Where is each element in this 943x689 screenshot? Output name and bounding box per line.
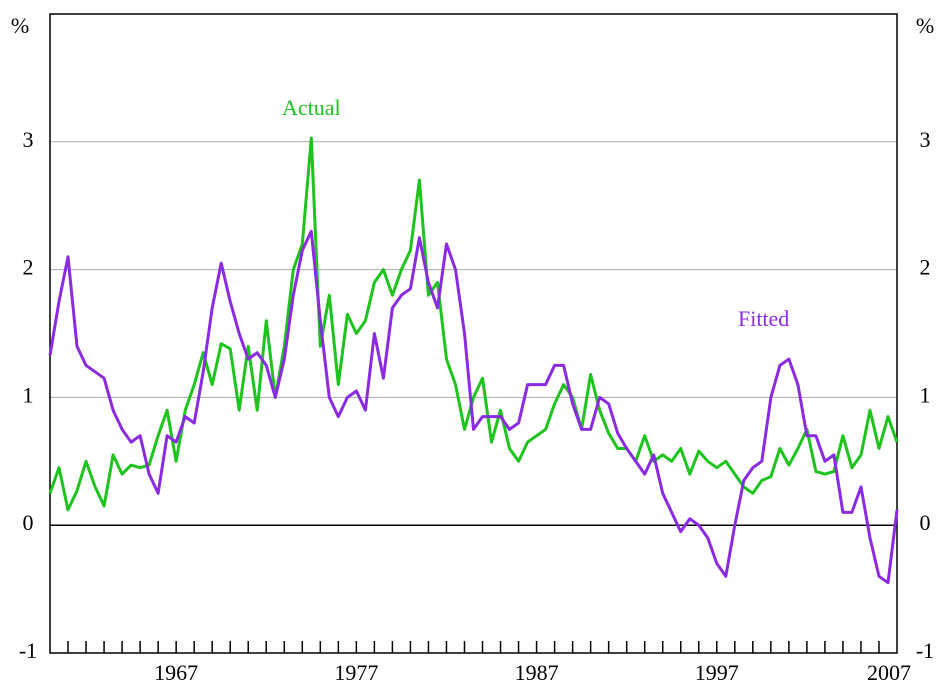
y-tick-label: 0 — [23, 510, 34, 535]
x-tick-label: 1967 — [154, 660, 198, 685]
x-tick-label: 1997 — [695, 660, 739, 685]
y-tick-label-right: 0 — [920, 510, 931, 535]
y-tick-label-right: 2 — [920, 255, 931, 280]
y-tick-label-right: 3 — [920, 127, 931, 152]
series-line — [48, 229, 899, 585]
series-annotation: Fitted — [738, 306, 789, 331]
x-tick-label: 1987 — [515, 660, 559, 685]
x-tick-label: 1977 — [334, 660, 378, 685]
series-annotation: Actual — [282, 95, 341, 120]
y-unit-left: % — [11, 13, 29, 38]
y-tick-label: 3 — [23, 127, 34, 152]
plot-frame — [49, 13, 898, 654]
y-tick-label: 2 — [23, 255, 34, 280]
y-unit-right: % — [916, 13, 934, 38]
y-tick-label: -1 — [19, 638, 37, 663]
x-tick-label: 2007 — [867, 660, 911, 685]
series-line — [48, 136, 899, 512]
y-tick-label-right: 1 — [920, 382, 931, 407]
y-tick-label: 1 — [23, 382, 34, 407]
y-tick-label-right: -1 — [916, 638, 934, 663]
